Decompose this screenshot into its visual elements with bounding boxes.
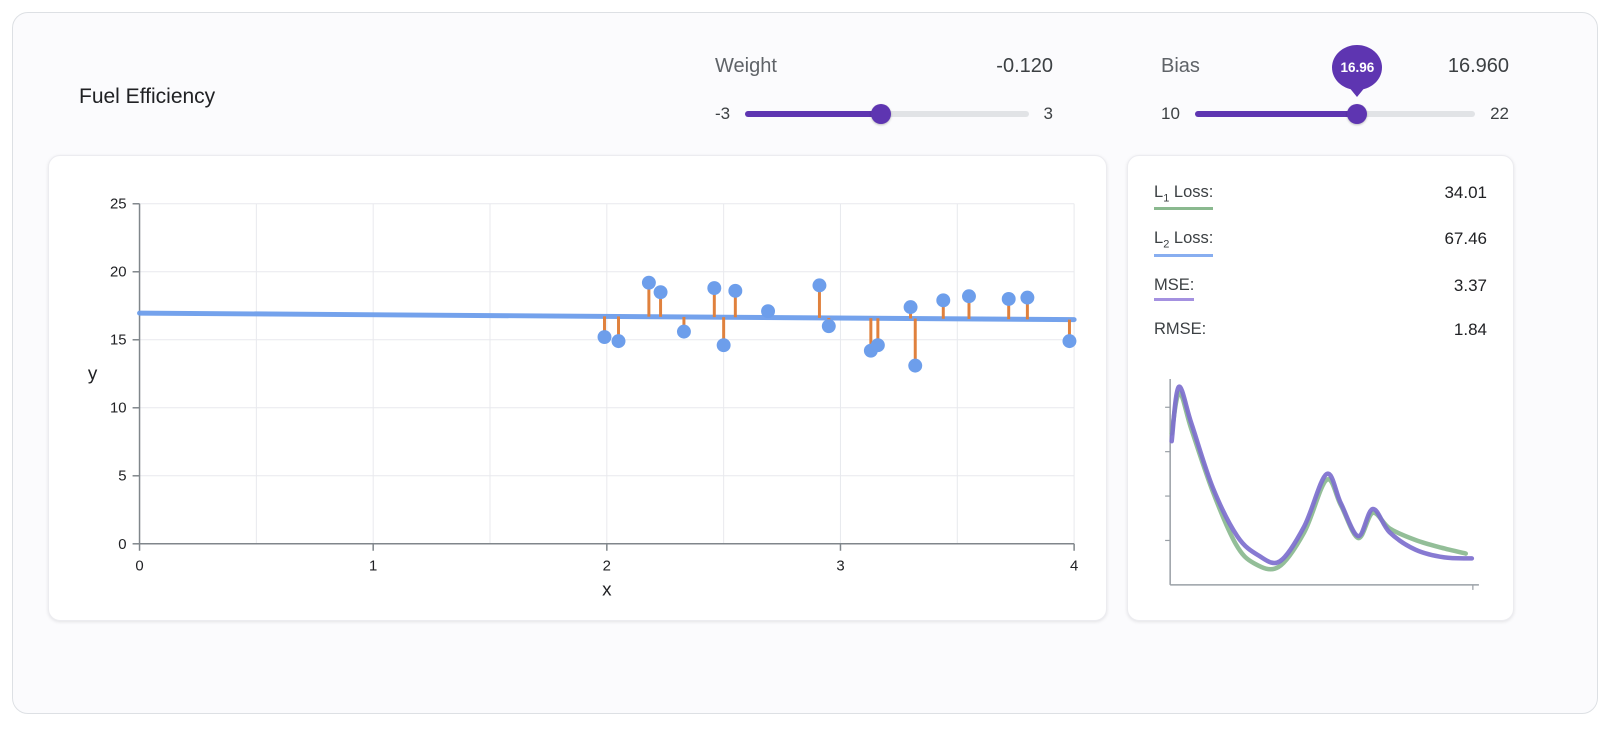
loss-card: L1 Loss: 34.01 L2 Loss: 67.46 MSE: 3.37 RMSE: 1… bbox=[1127, 155, 1514, 621]
svg-text:4: 4 bbox=[1070, 559, 1078, 575]
bias-slider-fill bbox=[1194, 111, 1358, 117]
svg-text:3: 3 bbox=[836, 559, 844, 575]
svg-text:10: 10 bbox=[110, 401, 127, 417]
bias-min-label: 10 bbox=[1161, 104, 1180, 123]
metric-label: RMSE: bbox=[1154, 319, 1207, 338]
metric-row: MSE: 3.37 bbox=[1154, 267, 1487, 311]
app-panel: Fuel Efficiency Weight -0.120 -3 3 Bias … bbox=[12, 12, 1598, 714]
weight-control-head: Weight -0.120 bbox=[715, 55, 1053, 79]
bias-tooltip-tail bbox=[1348, 86, 1367, 97]
metric-value: 1.84 bbox=[1453, 319, 1487, 339]
metric-label: L1 Loss: bbox=[1154, 183, 1214, 211]
weight-value: -0.120 bbox=[996, 55, 1053, 77]
metric-label: L2 Loss: bbox=[1154, 229, 1214, 257]
metric-value: 34.01 bbox=[1444, 183, 1487, 202]
weight-control: Weight -0.120 -3 3 bbox=[715, 55, 1053, 124]
weight-min-label: -3 bbox=[715, 104, 731, 123]
weight-slider[interactable] bbox=[745, 104, 1029, 124]
weight-slider-thumb[interactable] bbox=[871, 104, 892, 124]
metric-value: 3.37 bbox=[1453, 275, 1487, 295]
scatter-plot: 0 1 2 3 4 0 5 10 15 20 25 y x bbox=[88, 197, 1078, 601]
bias-tooltip-bubble: 16.96 bbox=[1332, 45, 1383, 90]
metric-row: RMSE: 1.84 bbox=[1154, 311, 1487, 355]
svg-text:5: 5 bbox=[118, 469, 126, 485]
weight-max-label: 3 bbox=[1043, 104, 1053, 123]
metric-label: MSE: bbox=[1154, 276, 1195, 301]
page-title: Fuel Efficiency bbox=[79, 85, 216, 108]
bias-value: 16.960 bbox=[1447, 55, 1509, 77]
header: Fuel Efficiency Weight -0.120 -3 3 Bias … bbox=[13, 13, 1597, 124]
cards-row: 0 1 2 3 4 0 5 10 15 20 25 y x L1 Loss: 34.01 L2 Loss: 6… bbox=[13, 155, 1597, 621]
svg-text:15: 15 bbox=[110, 333, 127, 349]
weight-label: Weight bbox=[715, 55, 777, 77]
svg-text:2: 2 bbox=[603, 559, 611, 575]
bias-slider[interactable]: 16.96 bbox=[1194, 45, 1476, 124]
svg-text:x: x bbox=[602, 579, 612, 600]
weight-slider-fill bbox=[745, 111, 882, 117]
bias-max-label: 22 bbox=[1490, 104, 1509, 123]
bias-value-tooltip: 16.96 bbox=[1332, 45, 1383, 97]
metric-row: L2 Loss: 67.46 bbox=[1154, 220, 1487, 266]
loss-curve-chart bbox=[1165, 378, 1479, 590]
bias-control-head: Bias 16.960 bbox=[1161, 55, 1509, 79]
svg-text:0: 0 bbox=[135, 559, 143, 575]
svg-text:20: 20 bbox=[110, 265, 127, 281]
svg-text:0: 0 bbox=[118, 537, 126, 553]
svg-text:y: y bbox=[88, 364, 98, 385]
svg-text:1: 1 bbox=[369, 559, 377, 575]
weight-slider-row: -3 3 bbox=[715, 104, 1053, 124]
metric-value: 67.46 bbox=[1444, 229, 1487, 249]
bias-slider-thumb[interactable] bbox=[1347, 104, 1368, 124]
metric-row: L1 Loss: 34.01 bbox=[1154, 174, 1487, 220]
loss-metrics: L1 Loss: 34.01 L2 Loss: 67.46 MSE: 3.37 RMSE: 1… bbox=[1154, 174, 1487, 355]
scatter-plot-card: 0 1 2 3 4 0 5 10 15 20 25 y x bbox=[48, 155, 1107, 621]
bias-control: Bias 16.960 10 16.96 22 bbox=[1161, 45, 1509, 124]
bias-label: Bias bbox=[1161, 55, 1200, 77]
bias-slider-row: 10 16.96 22 bbox=[1161, 45, 1509, 124]
svg-text:25: 25 bbox=[110, 197, 127, 213]
